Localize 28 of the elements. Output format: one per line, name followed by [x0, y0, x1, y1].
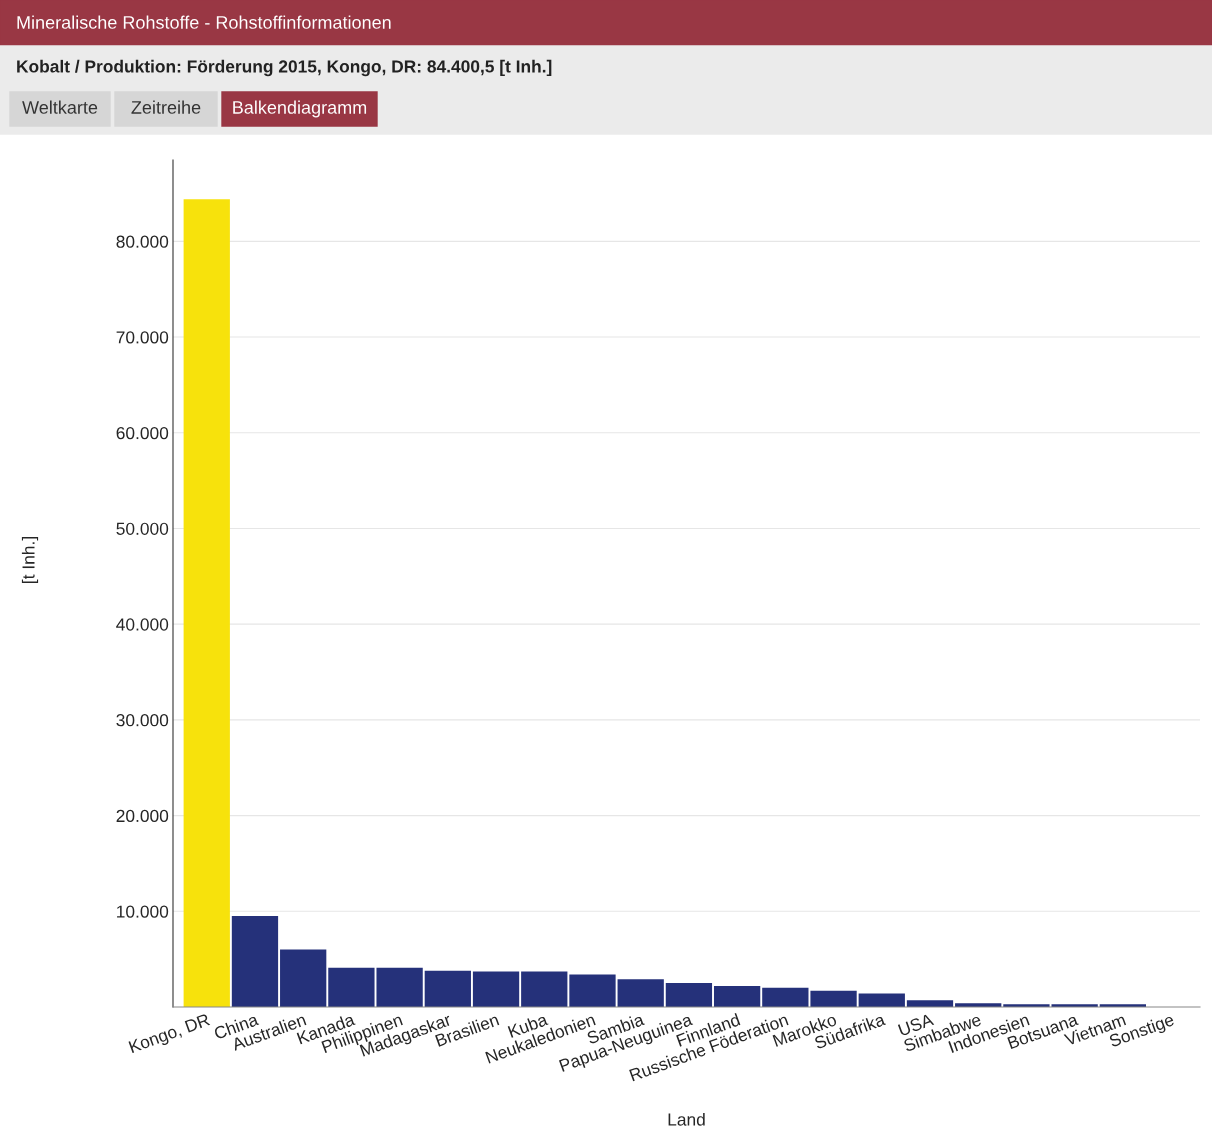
bar	[762, 987, 809, 1007]
y-tick-label: 50.000	[116, 522, 169, 535]
chart-subtitle: Kobalt / Produktion: Förderung 2015, Kongo, DR: 84.400,5 [t Inh.]	[17, 59, 552, 77]
bar	[424, 970, 471, 1007]
y-tick-label: 30.000	[116, 714, 169, 727]
bar	[713, 985, 761, 1007]
x-axis-title: Land	[668, 1112, 705, 1126]
y-tick-label: 40.000	[116, 618, 169, 631]
bar	[183, 199, 230, 1007]
y-tick-label: 80.000	[116, 235, 169, 248]
bar	[665, 983, 713, 1007]
y-tick-label: 70.000	[116, 331, 169, 344]
bar	[231, 916, 279, 1007]
bar	[472, 971, 520, 1007]
chart-title: Mineralische Rohstoffe - Rohstoffinformationen	[17, 15, 391, 29]
text: Balkendiagramm	[233, 100, 367, 118]
y-axis-title: [t Inh.]	[21, 537, 39, 583]
y-tick-label: 60.000	[116, 426, 169, 440]
bar	[810, 990, 857, 1007]
y-tick-label: 10.000	[117, 905, 169, 918]
text: Weltkarte	[22, 100, 98, 114]
bar	[569, 974, 616, 1007]
x-tick-label: Kongo, DR	[128, 1013, 212, 1057]
bar	[521, 971, 568, 1007]
bar	[280, 949, 327, 1007]
text: Zeitreihe	[131, 100, 201, 114]
y-tick-label: 20.000	[116, 809, 169, 823]
bar	[617, 979, 664, 1007]
